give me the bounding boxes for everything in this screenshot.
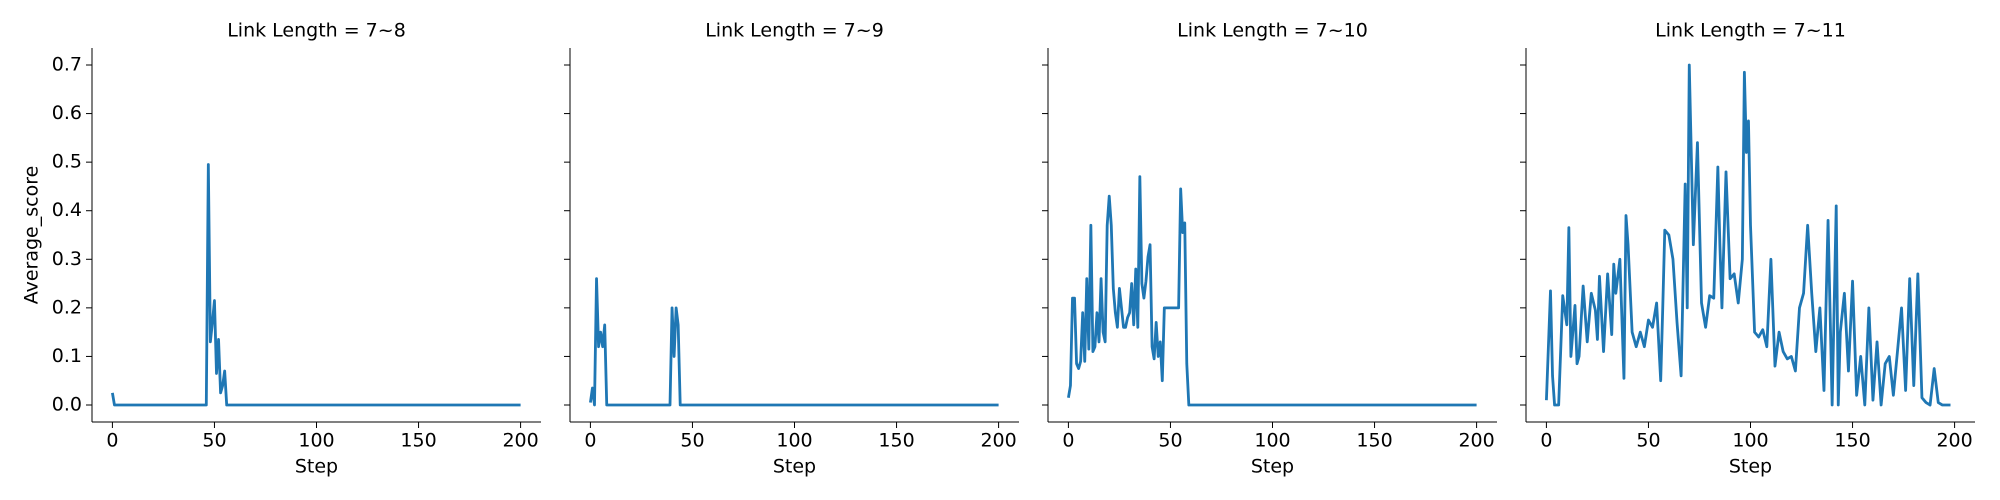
x-tick-label: 200 [502, 430, 538, 452]
panel-title: Link Length = 7~11 [1655, 20, 1846, 42]
data-line [589, 277, 999, 407]
y-tick-label: 0.6 [52, 102, 82, 124]
x-tick-label: 50 [1158, 430, 1182, 452]
x-tick-label: 200 [1458, 430, 1494, 452]
x-tick-label: 50 [202, 430, 226, 452]
x-tick-label: 50 [1636, 430, 1660, 452]
x-tick-label: 200 [1936, 430, 1972, 452]
x-tick-label: 100 [776, 430, 812, 452]
x-tick-label: 100 [1732, 430, 1768, 452]
x-tick-label: 150 [1356, 430, 1392, 452]
x-tick-label: 200 [980, 430, 1016, 452]
panel-title: Link Length = 7~10 [1177, 20, 1368, 42]
y-tick-label: 0.2 [52, 296, 82, 318]
x-tick-label: 100 [298, 430, 334, 452]
x-tick-label: 50 [680, 430, 704, 452]
y-tick-label: 0.0 [52, 394, 82, 416]
data-line [1067, 175, 1477, 407]
panel-title: Link Length = 7~9 [705, 20, 884, 42]
x-axis-label: Step [295, 456, 338, 478]
data-line [1545, 63, 1951, 407]
y-tick-label: 0.4 [52, 199, 82, 221]
x-tick-label: 0 [1062, 430, 1074, 452]
y-tick-label: 0.5 [52, 151, 82, 173]
x-tick-label: 100 [1254, 430, 1290, 452]
x-axis-label: Step [773, 456, 816, 478]
x-tick-label: 150 [878, 430, 914, 452]
x-tick-label: 0 [584, 430, 596, 452]
panel-title: Link Length = 7~8 [227, 20, 406, 42]
x-axis-label: Step [1729, 456, 1772, 478]
y-tick-label: 0.1 [52, 345, 82, 367]
x-tick-label: 150 [1834, 430, 1870, 452]
x-tick-label: 150 [400, 430, 436, 452]
x-tick-label: 0 [1540, 430, 1552, 452]
y-tick-label: 0.7 [52, 54, 82, 76]
data-line [111, 163, 521, 407]
x-axis-label: Step [1251, 456, 1294, 478]
y-axis-label: Average_score [21, 166, 43, 305]
x-tick-label: 0 [106, 430, 118, 452]
y-tick-label: 0.3 [52, 248, 82, 270]
